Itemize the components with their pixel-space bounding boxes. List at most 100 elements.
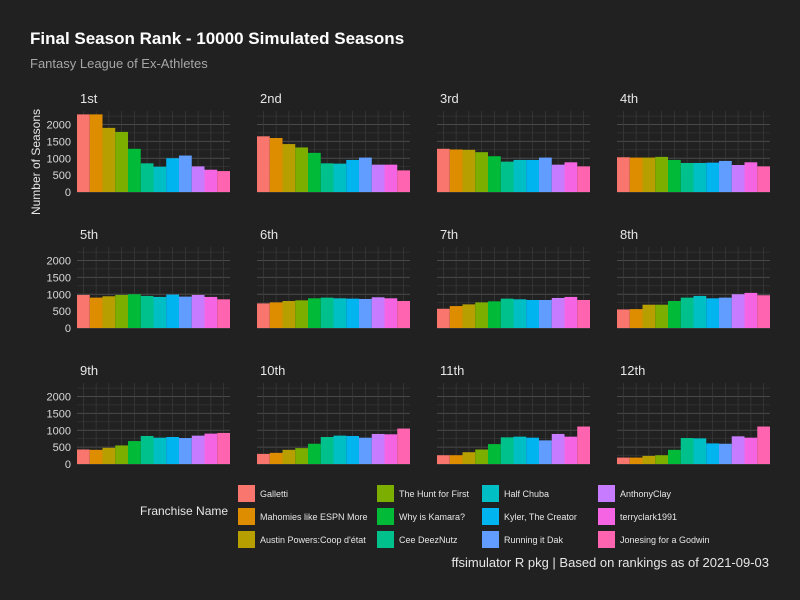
bar (282, 144, 296, 192)
bar (153, 296, 167, 328)
bar (577, 299, 590, 328)
bar (217, 171, 230, 192)
bar (257, 303, 270, 328)
bar (295, 147, 308, 192)
legend-label: Running it Dak (504, 535, 564, 545)
facet-label: 3rd (440, 91, 459, 106)
bar (295, 300, 308, 328)
facet-panel: 10th (257, 363, 410, 465)
bar (257, 136, 270, 192)
bar (617, 157, 630, 192)
bar (642, 455, 656, 464)
y-tick-label: 1000 (47, 153, 71, 165)
legend-swatch (238, 485, 255, 502)
bar (102, 127, 116, 192)
legend-item: AnthonyClay (598, 485, 672, 502)
bar (384, 164, 398, 192)
bar (655, 455, 668, 464)
bar (204, 296, 218, 328)
bar (102, 296, 116, 328)
bar (617, 457, 630, 464)
bar (488, 156, 501, 192)
legend-item: Galletti (238, 485, 288, 502)
bar (655, 304, 668, 328)
bar (308, 298, 321, 328)
y-axis-label: Number of Seasons (29, 109, 43, 215)
bar (359, 298, 372, 328)
bar (513, 299, 527, 328)
bar (102, 447, 116, 464)
bar (191, 166, 205, 192)
facet-label: 7th (440, 227, 458, 242)
legend-swatch (598, 531, 615, 548)
legend-item: Running it Dak (482, 531, 564, 548)
bar (204, 169, 218, 192)
bar (693, 295, 707, 328)
bar (526, 299, 539, 328)
bar (257, 453, 270, 464)
chart-caption: ffsimulator R pkg | Based on rankings as… (452, 555, 769, 570)
bar (359, 437, 372, 464)
bar (204, 433, 218, 464)
legend-label: Half Chuba (504, 489, 549, 499)
bar (437, 148, 450, 192)
bar (153, 166, 167, 192)
bar (551, 297, 565, 328)
bar (371, 433, 385, 464)
bar (551, 433, 565, 464)
bar (449, 455, 463, 464)
y-tick-label: 2000 (47, 120, 71, 132)
bar (629, 457, 643, 464)
facet-label: 2nd (260, 91, 282, 106)
bar (179, 155, 192, 192)
legend-item: terryclark1991 (598, 508, 677, 525)
bar (513, 159, 527, 192)
legend-item: Mahomies like ESPN More (238, 508, 368, 525)
facet-label: 1st (80, 91, 98, 106)
bar (539, 299, 552, 328)
bar (282, 301, 296, 328)
bar (140, 295, 154, 328)
bar (397, 301, 410, 328)
bar (437, 455, 450, 464)
bar (384, 434, 398, 464)
bar (719, 160, 732, 192)
y-tick-label: 1500 (47, 272, 71, 284)
facet-label: 4th (620, 91, 638, 106)
bar (115, 294, 128, 328)
bar (320, 163, 334, 192)
facet-panel: 11th (437, 363, 590, 465)
bar (333, 163, 347, 192)
y-tick-label: 2000 (47, 256, 71, 268)
legend-label: Galletti (260, 489, 288, 499)
bar (706, 298, 719, 328)
bar (744, 292, 758, 328)
facet-panel: 1st 0 500 1000 1500 2000 (47, 91, 230, 199)
y-tick-label: 500 (53, 306, 71, 318)
bar (680, 162, 694, 192)
bar (437, 308, 450, 328)
bar (269, 452, 283, 464)
legend-label: Kyler, The Creator (504, 512, 577, 522)
legend-swatch (482, 531, 499, 548)
bar (668, 449, 681, 464)
legend-item: The Hunt for First (377, 485, 470, 502)
legend-item: Jonesing for a Godwin (598, 531, 710, 548)
facet-label: 6th (260, 227, 278, 242)
bar (617, 309, 630, 328)
bar (217, 432, 230, 464)
bar (706, 443, 719, 464)
bar (371, 297, 385, 328)
bar (462, 149, 476, 192)
facet-label: 5th (80, 227, 98, 242)
bar (513, 436, 527, 464)
bar (680, 297, 694, 328)
legend-swatch (377, 508, 394, 525)
legend-label: Mahomies like ESPN More (260, 512, 368, 522)
bar (333, 298, 347, 328)
bar (269, 302, 283, 328)
bar (642, 157, 656, 192)
bar (115, 445, 128, 464)
bar (282, 449, 296, 464)
